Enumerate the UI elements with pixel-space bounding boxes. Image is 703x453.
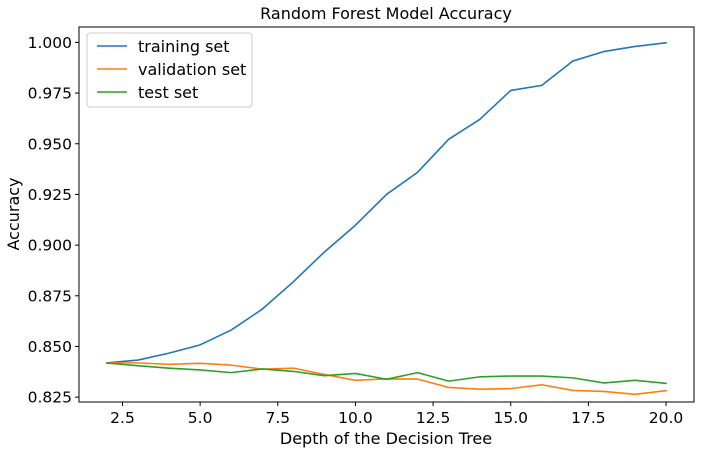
x-axis-label: Depth of the Decision Tree [280, 429, 492, 448]
x-tick-label: 20.0 [649, 409, 684, 427]
x-tick-label: 5.0 [188, 409, 213, 427]
legend-label: test set [138, 83, 198, 102]
legend: training set validation set test set [86, 32, 253, 108]
y-tick-label: 0.825 [28, 389, 72, 407]
legend-label: validation set [138, 60, 246, 79]
legend-label: training set [138, 37, 230, 56]
y-tick-label: 0.950 [28, 135, 72, 153]
y-tick-label: 0.975 [28, 85, 72, 103]
y-axis-label: Accuracy [4, 177, 23, 250]
chart-title: Random Forest Model Accuracy [260, 4, 512, 23]
legend-box [86, 32, 253, 108]
series-line-training-set [106, 41, 667, 364]
axes-spines [78, 26, 695, 403]
x-tick-label: 12.5 [416, 409, 451, 427]
y-tick-label: 0.925 [28, 186, 72, 204]
x-tick-label: 15.0 [493, 409, 528, 427]
series-line-test-set [106, 362, 667, 385]
y-tick-label: 1.000 [28, 34, 72, 52]
x-tick-label: 17.5 [571, 409, 606, 427]
x-tick-label: 7.5 [265, 409, 290, 427]
x-tick-label: 2.5 [110, 409, 135, 427]
x-tick-label: 10.0 [338, 409, 373, 427]
y-tick-label: 0.900 [28, 237, 72, 255]
y-axis: 0.825 0.850 0.875 0.900 0.925 0.950 0.975 1.000 [28, 34, 79, 407]
series-lines [106, 41, 667, 396]
y-tick-label: 0.850 [28, 338, 72, 356]
y-tick-label: 0.875 [28, 287, 72, 305]
plot-border [78, 26, 695, 403]
x-axis: 2.5 5.0 7.5 10.0 12.5 15.0 17.5 20.0 [110, 402, 683, 427]
